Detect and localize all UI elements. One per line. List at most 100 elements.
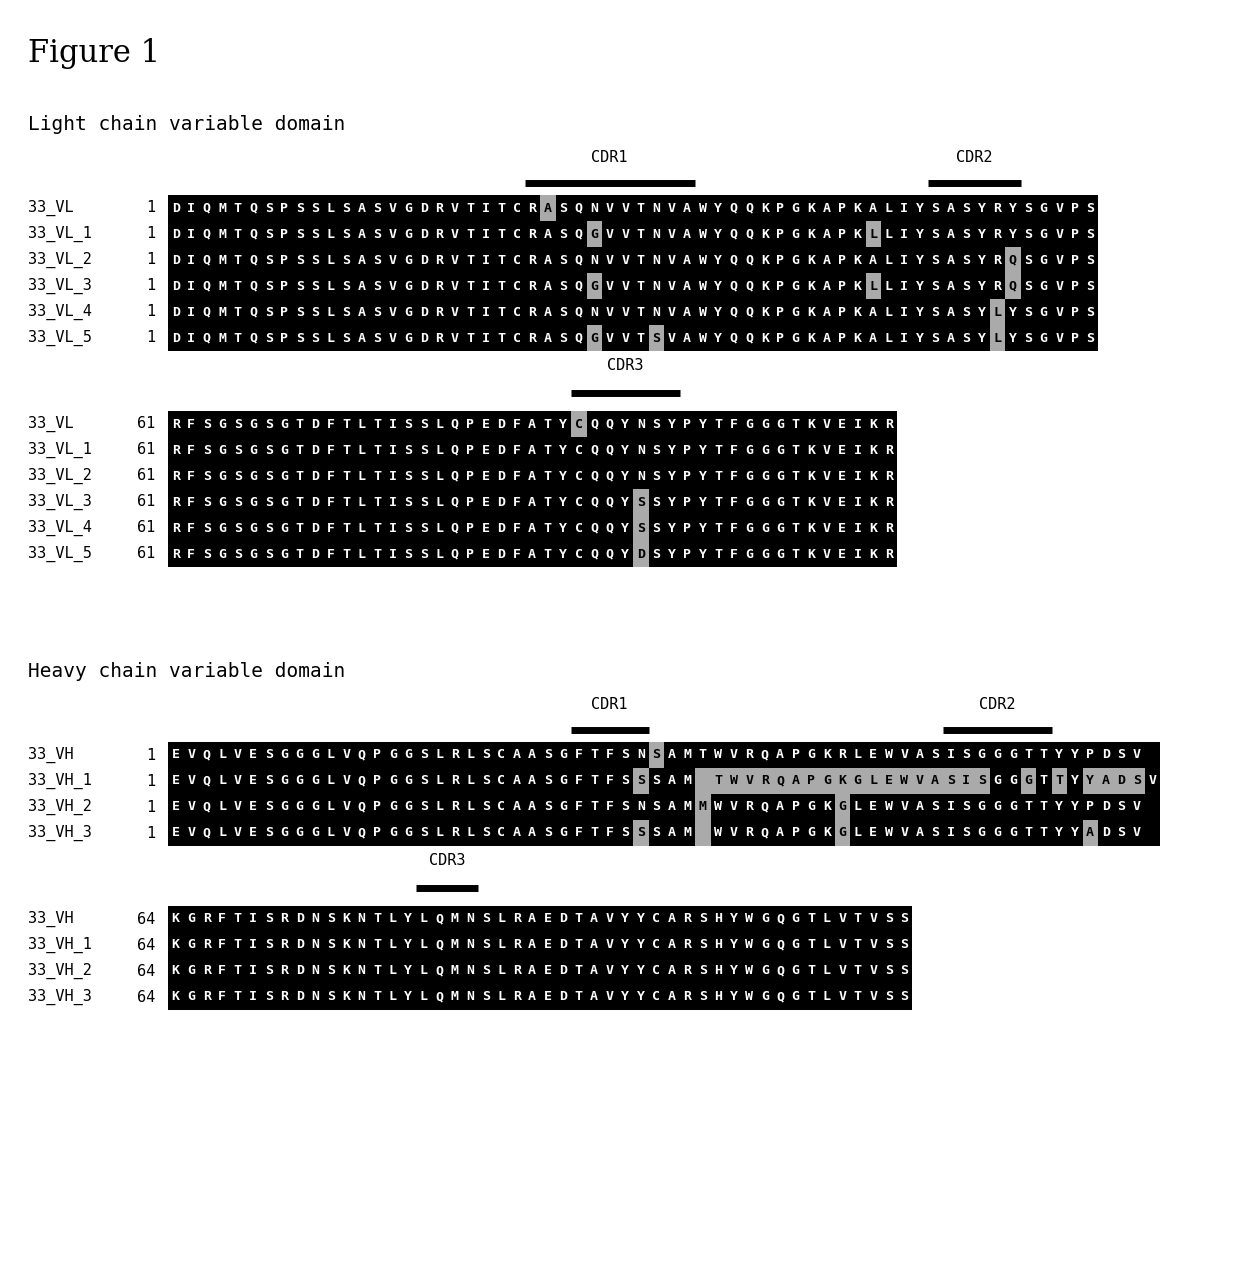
Text: L: L (993, 305, 1001, 318)
Text: A: A (823, 201, 831, 214)
Text: P: P (1071, 201, 1079, 214)
Text: Q: Q (761, 801, 769, 813)
Text: D: D (296, 912, 304, 925)
Text: S: S (265, 912, 273, 925)
Text: L: L (435, 521, 443, 535)
Text: P: P (280, 280, 288, 293)
Text: R: R (683, 990, 691, 1003)
Text: R: R (528, 305, 536, 318)
Text: S: S (404, 495, 412, 508)
Text: C: C (513, 254, 521, 267)
Text: A: A (683, 280, 691, 293)
Text: G: G (404, 305, 412, 318)
Text: S: S (559, 227, 567, 240)
Text: G: G (218, 444, 226, 457)
Text: 33_VL_4: 33_VL_4 (29, 304, 92, 319)
Text: L: L (823, 965, 831, 978)
Text: L: L (435, 775, 443, 788)
Text: V: V (606, 965, 614, 978)
Text: S: S (404, 548, 412, 561)
Text: T: T (637, 201, 645, 214)
Text: 33_VH: 33_VH (29, 747, 73, 763)
Text: P: P (466, 495, 474, 508)
Text: Y: Y (730, 990, 738, 1003)
Text: Q: Q (249, 331, 257, 345)
Text: G: G (1040, 305, 1048, 318)
Text: S: S (885, 912, 893, 925)
Text: L: L (435, 826, 443, 839)
Text: F: F (575, 801, 583, 813)
Bar (694, 769, 711, 794)
Text: M: M (683, 775, 691, 788)
Text: P: P (776, 201, 784, 214)
Text: D: D (172, 305, 180, 318)
Text: Q: Q (590, 444, 598, 457)
Text: G: G (389, 801, 397, 813)
Text: W: W (745, 965, 753, 978)
Text: V: V (606, 331, 614, 345)
Text: G: G (854, 775, 862, 788)
Text: E: E (838, 521, 846, 535)
Text: 33_VL: 33_VL (29, 416, 73, 432)
Text: N: N (590, 254, 598, 267)
Text: P: P (683, 548, 691, 561)
Bar (1083, 820, 1097, 845)
Text: G: G (776, 495, 784, 508)
Text: T: T (466, 280, 474, 293)
Text: E: E (249, 748, 257, 762)
Text: Y: Y (668, 521, 676, 535)
Text: T: T (342, 548, 350, 561)
Text: N: N (637, 748, 645, 762)
Text: Q: Q (575, 331, 583, 345)
Text: T: T (807, 965, 815, 978)
Text: E: E (482, 470, 490, 482)
Text: T: T (1040, 775, 1048, 788)
Text: 1: 1 (146, 799, 155, 815)
Text: E: E (838, 444, 846, 457)
Text: R: R (435, 305, 443, 318)
Text: L: L (327, 305, 335, 318)
Text: G: G (311, 748, 319, 762)
Text: Q: Q (761, 826, 769, 839)
Text: T: T (296, 470, 304, 482)
Text: K: K (869, 495, 877, 508)
Text: Q: Q (435, 990, 443, 1003)
Text: K: K (807, 470, 815, 482)
Text: CDR2: CDR2 (956, 150, 992, 166)
Text: V: V (389, 331, 397, 345)
Text: P: P (466, 444, 474, 457)
Text: K: K (172, 965, 180, 978)
Text: D: D (311, 417, 319, 431)
Text: K: K (172, 938, 180, 952)
Text: Q: Q (358, 748, 366, 762)
Text: Q: Q (358, 826, 366, 839)
Text: S: S (1024, 227, 1032, 240)
Text: G: G (745, 548, 753, 561)
Text: R: R (528, 254, 536, 267)
Text: R: R (435, 254, 443, 267)
Text: P: P (683, 417, 691, 431)
Text: T: T (544, 521, 552, 535)
Text: Y: Y (559, 444, 567, 457)
Text: S: S (234, 548, 242, 561)
Text: G: G (792, 331, 800, 345)
Text: V: V (451, 227, 459, 240)
Text: Q: Q (606, 470, 614, 482)
Text: K: K (761, 305, 769, 318)
Text: S: S (1086, 227, 1094, 240)
Text: G: G (249, 470, 257, 482)
Text: W: W (730, 775, 738, 788)
Text: S: S (1086, 280, 1094, 293)
Text: T: T (699, 748, 707, 762)
Text: T: T (854, 965, 862, 978)
Text: 1: 1 (146, 825, 155, 840)
Text: Y: Y (978, 280, 986, 293)
Text: T: T (544, 417, 552, 431)
Text: R: R (885, 417, 893, 431)
Text: I: I (187, 305, 195, 318)
Text: V: V (916, 775, 924, 788)
Text: A: A (947, 280, 955, 293)
Text: F: F (606, 775, 614, 788)
Text: D: D (497, 444, 505, 457)
Text: E: E (172, 775, 180, 788)
